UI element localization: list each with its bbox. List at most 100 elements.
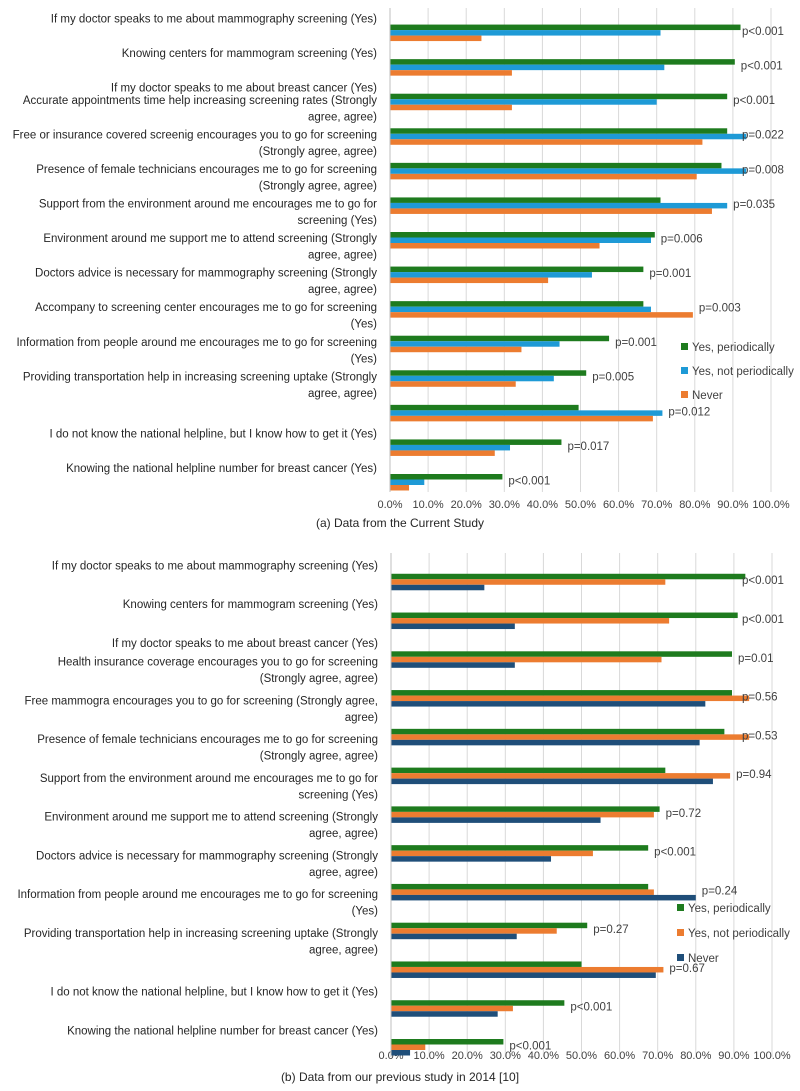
category-row: Doctors advice is necessary for mammogra… — [36, 850, 738, 901]
category-label: Information from people around me encour… — [16, 337, 377, 349]
p-value-label: p=0.006 — [661, 233, 703, 245]
x-tick-label: 90.0% — [718, 1050, 749, 1062]
bar — [390, 415, 653, 422]
p-value-label: p=0.017 — [567, 441, 609, 453]
p-value-label: p=0.003 — [699, 303, 741, 315]
bar — [390, 139, 703, 145]
legend: Yes, periodically Yes, not periodically Ne… — [677, 903, 790, 965]
bar — [390, 70, 512, 76]
bar — [390, 162, 722, 169]
x-tick-label: 60.0% — [603, 499, 634, 511]
category-label: agree, agree) — [309, 867, 378, 879]
category-label: Knowing centers for mammogram screening … — [122, 48, 377, 60]
bar — [391, 739, 700, 746]
category-label: agree, agree) — [309, 944, 378, 956]
x-tick-label: 10.0% — [412, 499, 443, 511]
category-label: Providing transportation help in increas… — [23, 371, 377, 383]
bar — [390, 64, 665, 71]
bar — [390, 232, 655, 238]
bar — [390, 479, 425, 485]
p-value-label: p=0.24 — [702, 885, 738, 897]
bar — [391, 618, 670, 624]
category-label: Presence of female technicians encourage… — [37, 734, 378, 746]
category-label: If my doctor speaks to me about breast c… — [112, 638, 378, 650]
x-tick-label: 30.0% — [490, 1050, 521, 1062]
x-tick-label: 80.0% — [680, 1050, 711, 1062]
bar — [391, 778, 713, 785]
bar — [391, 928, 557, 934]
category-label: Accurate appointments time help increasi… — [23, 95, 377, 107]
legend-swatch — [677, 904, 684, 911]
p-value-label: p=0.005 — [592, 372, 634, 384]
category-label: (Strongly agree, agree) — [260, 673, 378, 685]
bar — [390, 341, 560, 347]
category-row: Presence of female technicians encourage… — [37, 734, 772, 785]
category-row: Presence of female technicians encourage… — [36, 164, 775, 214]
bar — [391, 1050, 411, 1056]
category-label: (Strongly agree, agree) — [260, 751, 378, 763]
bar — [391, 850, 593, 857]
bar — [391, 811, 654, 818]
category-label: Providing transportation help in increas… — [24, 928, 378, 940]
bar — [390, 99, 657, 105]
bar — [391, 1011, 498, 1017]
x-tick-label: 100.0% — [753, 1050, 791, 1062]
bar — [390, 410, 663, 416]
legend-label: Yes, not periodically — [688, 928, 790, 940]
p-value-label: p=0.53 — [742, 730, 778, 742]
category-row: Knowing centers for mammogram screening … — [123, 599, 784, 630]
bar — [390, 272, 592, 278]
x-tick-label: 40.0% — [528, 1050, 559, 1062]
bar — [391, 773, 731, 779]
category-label: Knowing the national helpline number for… — [67, 1026, 378, 1038]
bar — [390, 306, 651, 313]
category-label: Doctors advice is necessary for mammogra… — [36, 850, 378, 862]
bar — [390, 335, 610, 342]
legend-label: Never — [688, 953, 719, 965]
bar — [390, 35, 482, 42]
category-label: If my doctor speaks to me about mammogra… — [51, 14, 377, 26]
p-value-label: p=0.72 — [666, 808, 702, 820]
category-label: I do not know the national helpline, but… — [49, 428, 377, 440]
bar — [391, 734, 750, 740]
category-row: Information from people around me encour… — [16, 337, 634, 387]
bar — [391, 1005, 513, 1012]
bar — [391, 1044, 426, 1050]
p-value-label: p=0.94 — [736, 769, 772, 781]
category-label: screening (Yes) — [299, 789, 379, 801]
x-tick-label: 50.0% — [565, 499, 596, 511]
bar — [390, 346, 522, 353]
bar — [390, 301, 644, 307]
category-label: (Strongly agree, agree) — [259, 180, 377, 192]
x-tick-label: 40.0% — [527, 499, 558, 511]
bar — [391, 883, 649, 890]
category-label: agree) — [345, 712, 378, 724]
legend-swatch — [677, 929, 684, 936]
category-label: agree, agree) — [308, 111, 377, 123]
bar — [391, 690, 732, 696]
bar — [391, 806, 660, 812]
bar — [391, 662, 515, 668]
category-row: Knowing centers for mammogram screening … — [122, 48, 783, 76]
bar — [391, 817, 601, 823]
p-value-label: p=0.001 — [615, 337, 657, 349]
bar — [390, 266, 644, 273]
bar — [391, 612, 738, 619]
bar — [390, 277, 549, 284]
category-row: Free mammogra encourages you to go for s… — [25, 695, 778, 746]
p-value-label: p=0.012 — [668, 406, 710, 418]
x-tick-label: 80.0% — [679, 499, 710, 511]
p-value-label: p<0.001 — [742, 614, 784, 626]
bar — [390, 381, 516, 387]
legend-label: Yes, periodically — [692, 342, 775, 354]
category-label: Support from the environment around me e… — [39, 199, 377, 211]
category-label: Free or insurance covered screenig encou… — [13, 129, 377, 141]
category-row: Health insurance coverage encourages you… — [58, 657, 778, 707]
x-tick-label: 20.0% — [451, 499, 482, 511]
category-label: Environment around me support me to atte… — [44, 812, 378, 824]
bar — [391, 845, 649, 851]
bar — [390, 370, 587, 376]
bar — [390, 474, 503, 480]
bar — [391, 933, 517, 940]
